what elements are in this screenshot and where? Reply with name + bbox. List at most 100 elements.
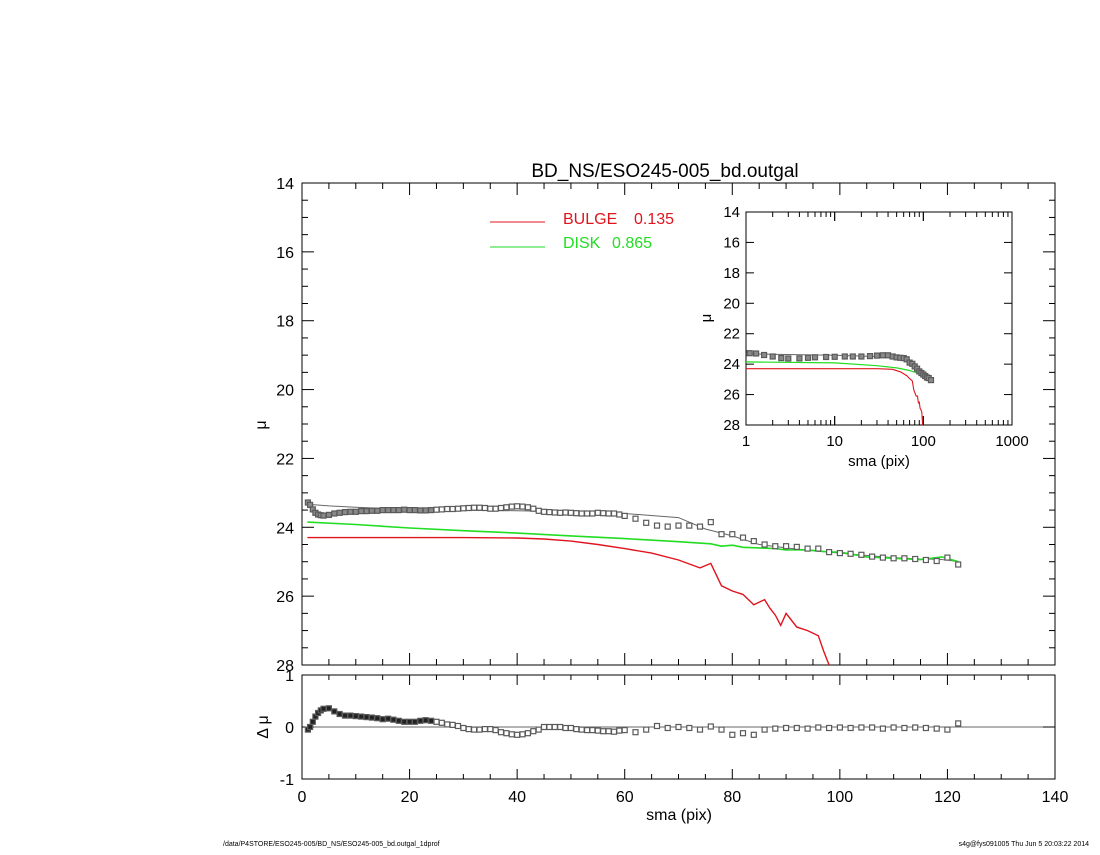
legend: BULGE 0.135 DISK 0.865 [490, 211, 674, 252]
residual-data-point [487, 725, 494, 733]
residual-ytick-label: 0 [285, 720, 294, 737]
residual-data-point [707, 723, 714, 730]
main-data-point [519, 503, 526, 510]
main-data-point [401, 506, 408, 513]
residual-data-point [530, 728, 537, 735]
main-data-point [804, 545, 811, 552]
residual-data-point [320, 705, 327, 712]
main-data-point [890, 555, 897, 562]
residual-data-point [944, 726, 951, 733]
main-data-point [546, 509, 553, 516]
inset-data-point [849, 353, 856, 360]
residual-data-point [583, 726, 591, 734]
residual-xtick-label: 0 [298, 789, 307, 806]
main-data-point [573, 510, 580, 517]
main-data-point [417, 507, 424, 514]
inset-data-point [811, 354, 819, 361]
main-data-point [729, 531, 736, 538]
residual-data-point [616, 727, 623, 734]
main-data-point [320, 512, 327, 519]
residual-data-point [901, 724, 908, 732]
inset-data-point [760, 351, 768, 359]
main-data-point [406, 507, 413, 514]
inset-xtick-label: 100 [911, 433, 936, 450]
main-data-point [331, 510, 338, 517]
residual-data-point [686, 724, 693, 732]
main-data-point [551, 509, 558, 516]
main-data-point [739, 534, 747, 541]
inset-data-point [879, 352, 887, 359]
inset-bulge-line [746, 368, 924, 425]
residual-data-point [524, 730, 532, 737]
main-data-point [465, 504, 472, 512]
residual-data-point [454, 722, 462, 730]
residual-data-point [406, 718, 413, 725]
inset-x-axis-label: sma (pix) [848, 453, 910, 470]
residual-data-point [368, 714, 375, 721]
residual-data-point [847, 724, 854, 732]
residual-data-point [422, 717, 429, 724]
residual-xtick-label: 40 [508, 789, 526, 806]
main-data-point [901, 555, 908, 562]
main-data-point [825, 548, 833, 556]
main-data-point [955, 561, 962, 568]
main-data-point [750, 537, 757, 545]
inset-data-point [796, 355, 803, 362]
residual-data-point [557, 723, 564, 731]
main-data-point [508, 503, 515, 510]
inset-frame [745, 211, 1013, 426]
residual-data-point [621, 726, 628, 734]
residual-data-point [955, 720, 962, 727]
residual-xtick-label: 60 [616, 789, 634, 806]
main-data-point [632, 515, 639, 522]
main-ytick-label: 26 [276, 589, 294, 606]
main-data-point [653, 522, 661, 529]
footer-file-path: /data/P4STORE/ESO245-005/BD_NS/ESO245-00… [223, 841, 440, 848]
residual-xtick-label: 20 [401, 789, 419, 806]
inset-data-point [785, 355, 792, 362]
main-data-point [879, 554, 887, 561]
main-data-point [664, 523, 671, 530]
residual-data-point [325, 705, 332, 712]
main-data-point [944, 554, 951, 561]
residual-data-point [594, 727, 601, 734]
residual-data-point [465, 725, 472, 733]
main-data-point [363, 508, 370, 515]
inset-data-point [778, 355, 785, 362]
inset-ytick-label: 26 [723, 387, 740, 404]
residual-data-point [653, 722, 661, 730]
residual-data-point [379, 716, 386, 723]
main-ytick-label: 14 [276, 176, 294, 193]
residual-data-point [912, 724, 919, 731]
residual-data-point [417, 717, 424, 724]
residual-data-point [476, 726, 483, 733]
main-data-point [352, 508, 359, 515]
residual-data-point [632, 729, 639, 736]
inset-y-axis-label: μ [698, 314, 715, 323]
legend-disk-label: DISK [563, 235, 601, 252]
inset-data-point [804, 354, 812, 361]
chart-title: BD_NS/ESO245-005_bd.outgal [531, 161, 798, 182]
residual-data-point [428, 717, 435, 724]
residual-data-point [664, 724, 671, 732]
main-data [304, 499, 962, 665]
main-data-point [395, 507, 402, 514]
residual-data-point [540, 723, 548, 731]
main-data-point [616, 511, 623, 518]
residual-xtick-label: 140 [1042, 789, 1069, 806]
residual-data-point [793, 724, 800, 732]
residual-data-point [513, 731, 521, 738]
main-data-point [449, 505, 456, 513]
main-data-point [379, 507, 386, 514]
residual-data-point [546, 723, 553, 731]
main-ytick-label: 16 [276, 245, 294, 262]
residual-data-point [600, 728, 607, 735]
main-data-point [454, 505, 462, 512]
residual-data-point [535, 726, 542, 733]
inset-data-point [841, 353, 848, 360]
residual-data-point [331, 708, 338, 715]
main-data-point [933, 557, 940, 565]
residual-x-axis-label: sma (pix) [646, 807, 712, 824]
